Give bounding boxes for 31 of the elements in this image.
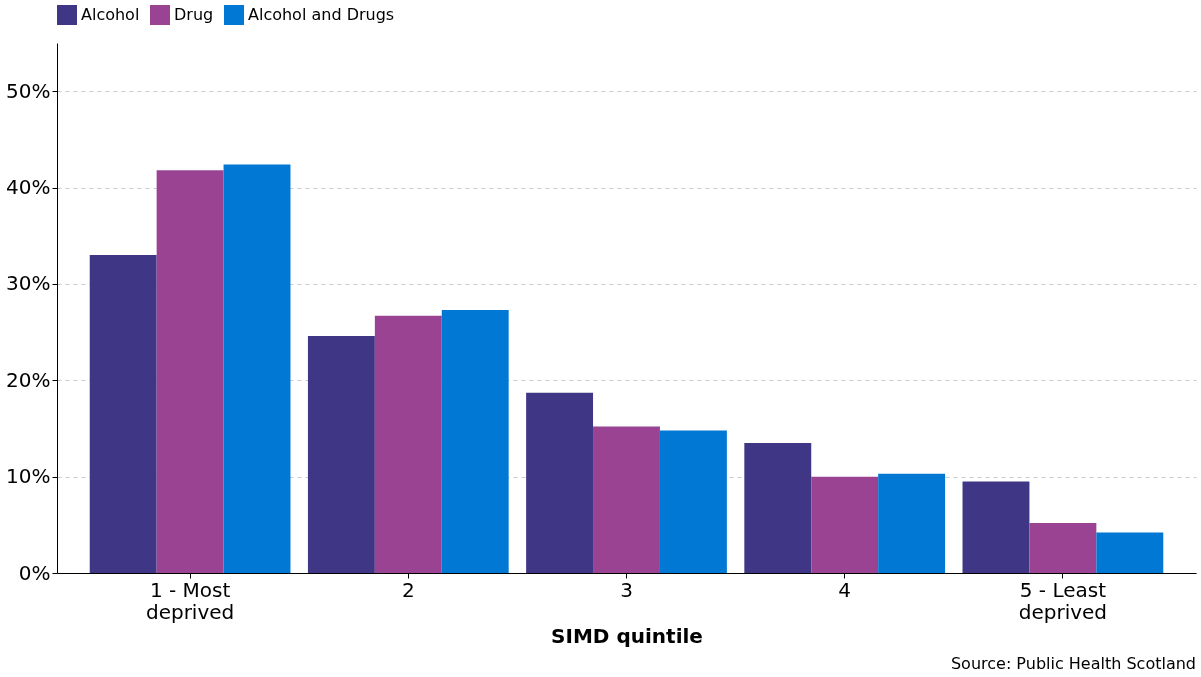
- y-tick-label: 40%: [6, 175, 51, 200]
- bar: [156, 170, 224, 573]
- bar: [223, 164, 291, 573]
- x-tick-label: 1 - Most deprived: [145, 577, 235, 624]
- legend-label: Drug: [174, 5, 214, 24]
- x-tick-label: 2: [401, 577, 415, 602]
- bar: [526, 392, 594, 573]
- bar: [89, 255, 157, 573]
- y-tick-label: 0%: [18, 560, 51, 585]
- legend-label: Alcohol: [81, 5, 140, 24]
- source-note: Source: Public Health Scotland: [950, 654, 1196, 673]
- y-tick-label: 20%: [6, 367, 51, 392]
- y-tick-label: 30%: [6, 271, 51, 296]
- bar: [307, 335, 375, 573]
- y-tick-label: 10%: [6, 464, 51, 489]
- bar: [878, 473, 946, 573]
- bar: [1096, 532, 1164, 573]
- bar: [374, 315, 442, 573]
- x-tick-label: 5 - Least deprived: [1018, 577, 1108, 624]
- legend-label: Alcohol and Drugs: [248, 5, 395, 24]
- bar: [1029, 522, 1097, 573]
- x-tick-label: 3: [620, 577, 633, 602]
- bar: [811, 476, 879, 573]
- x-tick-label: 4: [838, 577, 852, 602]
- bar: [593, 426, 660, 573]
- bar: [962, 481, 1030, 573]
- bar: [744, 442, 812, 573]
- y-tick-label: 50%: [6, 78, 51, 103]
- bar: [441, 309, 509, 573]
- x-axis-title: SIMD quintile: [551, 623, 703, 648]
- bar: [659, 430, 727, 573]
